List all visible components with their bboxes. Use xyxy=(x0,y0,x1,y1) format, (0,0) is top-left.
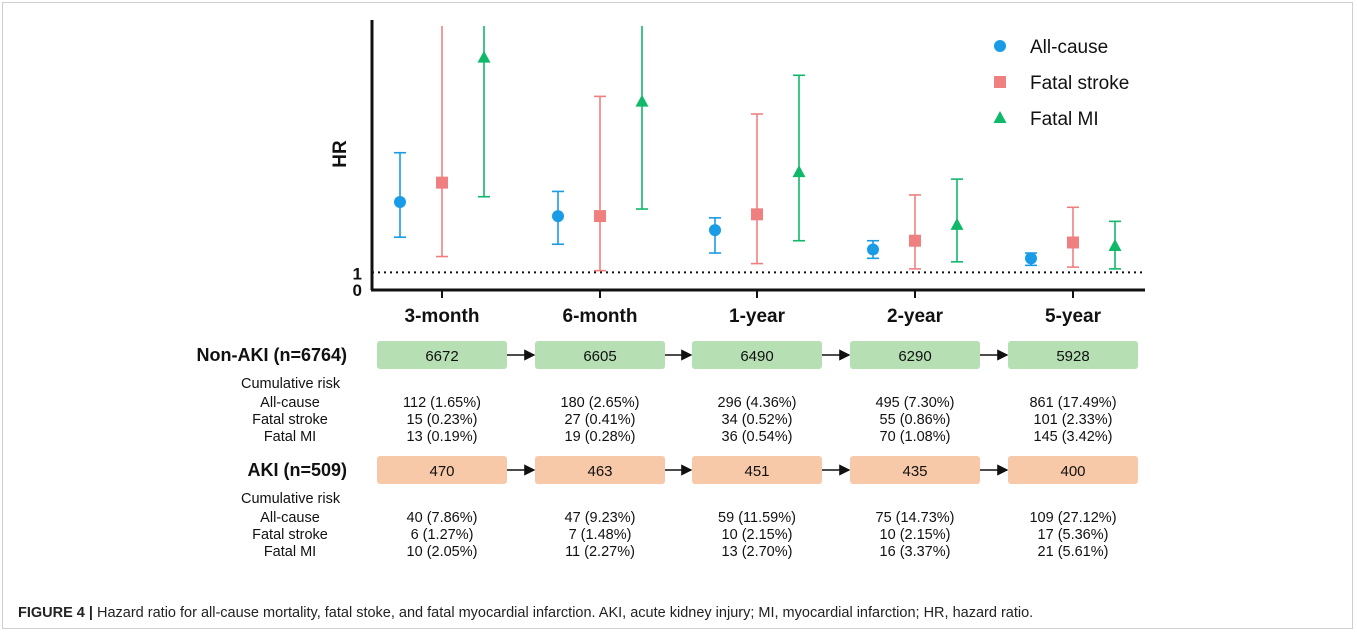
risk-cell: 11 (2.27%) xyxy=(565,544,635,560)
count-value: 6672 xyxy=(425,348,458,365)
risk-cell: 145 (3.42%) xyxy=(1034,429,1113,445)
group-label: Non-AKI (n=6764) xyxy=(196,345,347,365)
data-point-fatal-stroke xyxy=(909,234,921,247)
count-value: 6605 xyxy=(583,348,616,365)
y-axis-label: HR xyxy=(330,140,351,168)
count-value: 435 xyxy=(902,463,927,480)
legend-marker-square xyxy=(994,76,1006,88)
count-box xyxy=(692,456,822,484)
risk-cell: 15 (0.23%) xyxy=(407,412,478,428)
risk-cell: 13 (2.70%) xyxy=(722,544,793,560)
legend-label: Fatal stroke xyxy=(1030,73,1129,94)
count-box xyxy=(377,456,507,484)
data-point-fatal-mi xyxy=(1108,239,1122,251)
figure-svg: 3-month 6-month 1-year 2-year 5-year 01 HR All-… xyxy=(196,20,1145,560)
count-value: 6490 xyxy=(740,348,773,365)
count-value: 451 xyxy=(744,463,769,480)
risk-row-label: All-cause xyxy=(260,510,320,526)
caption-label: FIGURE 4 | xyxy=(18,605,93,621)
count-box xyxy=(850,341,980,369)
data-point-all-cause xyxy=(552,210,564,223)
data-point-all-cause xyxy=(867,243,879,256)
risk-cell: 7 (1.48%) xyxy=(569,527,632,543)
risk-cell: 10 (2.15%) xyxy=(722,527,793,543)
data-point-fatal-mi xyxy=(792,165,806,178)
caption-text: Hazard ratio for all-cause mortality, fa… xyxy=(92,605,1034,621)
count-value: 5928 xyxy=(1056,348,1089,365)
risk-row-label: Fatal MI xyxy=(264,429,316,445)
risk-cell: 10 (2.05%) xyxy=(407,544,478,560)
risk-cell: 40 (7.86%) xyxy=(407,510,478,526)
data-point-fatal-stroke xyxy=(436,176,448,189)
risk-cell: 55 (0.86%) xyxy=(880,412,951,428)
count-box xyxy=(692,341,822,369)
risk-cell: 10 (2.15%) xyxy=(880,527,951,543)
data-point-fatal-stroke xyxy=(594,210,606,223)
x-tick-label: 3-month xyxy=(405,306,480,327)
data-point-fatal-mi xyxy=(477,50,491,63)
x-tick-label: 2-year xyxy=(887,306,944,327)
risk-cell: 495 (7.30%) xyxy=(876,395,955,411)
risk-cell: 180 (2.65%) xyxy=(561,395,640,411)
section-label: Cumulative risk xyxy=(241,491,341,507)
risk-row-label: Fatal MI xyxy=(264,544,316,560)
risk-row-label: All-cause xyxy=(260,395,320,411)
risk-cell: 47 (9.23%) xyxy=(565,510,636,526)
risk-row-label: Fatal stroke xyxy=(252,412,328,428)
risk-cell: 70 (1.08%) xyxy=(880,429,951,445)
count-value: 470 xyxy=(429,463,454,480)
count-box xyxy=(377,341,507,369)
legend-marker-triangle xyxy=(993,111,1007,123)
count-box xyxy=(1008,341,1138,369)
count-value: 6290 xyxy=(898,348,931,365)
risk-cell: 21 (5.61%) xyxy=(1038,544,1109,560)
risk-cell: 16 (3.37%) xyxy=(880,544,951,560)
count-box xyxy=(1008,456,1138,484)
data-point-fatal-stroke xyxy=(751,208,763,221)
figure-caption: FIGURE 4 | Hazard ratio for all-cause mo… xyxy=(18,605,1033,621)
risk-cell: 109 (27.12%) xyxy=(1029,510,1116,526)
risk-cell: 19 (0.28%) xyxy=(565,429,636,445)
count-box xyxy=(535,456,665,484)
risk-cell: 13 (0.19%) xyxy=(407,429,478,445)
legend-label: All-cause xyxy=(1030,37,1108,58)
risk-cell: 6 (1.27%) xyxy=(411,527,474,543)
data-point-all-cause xyxy=(1025,252,1037,265)
y-tick-label: 0 xyxy=(353,281,362,300)
risk-cell: 75 (14.73%) xyxy=(876,510,955,526)
section-label: Cumulative risk xyxy=(241,376,341,392)
x-tick-label: 6-month xyxy=(563,306,638,327)
risk-cell: 27 (0.41%) xyxy=(565,412,636,428)
risk-cell: 34 (0.52%) xyxy=(722,412,793,428)
count-value: 400 xyxy=(1060,463,1085,480)
risk-cell: 112 (1.65%) xyxy=(403,395,481,411)
count-box xyxy=(535,341,665,369)
legend-marker-circle xyxy=(994,40,1006,52)
risk-cell: 296 (4.36%) xyxy=(718,395,797,411)
data-point-all-cause xyxy=(709,224,721,237)
data-point-fatal-stroke xyxy=(1067,236,1079,249)
data-point-fatal-mi xyxy=(950,217,964,230)
risk-cell: 861 (17.49%) xyxy=(1029,395,1116,411)
x-tick-label: 1-year xyxy=(729,306,786,327)
data-point-all-cause xyxy=(394,196,406,208)
legend-label: Fatal MI xyxy=(1030,109,1099,130)
y-tick-label: 1 xyxy=(353,264,362,283)
risk-cell: 59 (11.59%) xyxy=(718,510,796,526)
data-point-fatal-mi xyxy=(635,94,649,107)
risk-cell: 17 (5.36%) xyxy=(1038,527,1109,543)
risk-row-label: Fatal stroke xyxy=(252,527,328,543)
count-value: 463 xyxy=(587,463,612,480)
group-label: AKI (n=509) xyxy=(247,460,347,480)
x-tick-label: 5-year xyxy=(1045,306,1102,327)
count-box xyxy=(850,456,980,484)
risk-cell: 101 (2.33%) xyxy=(1034,412,1113,428)
risk-cell: 36 (0.54%) xyxy=(722,429,793,445)
